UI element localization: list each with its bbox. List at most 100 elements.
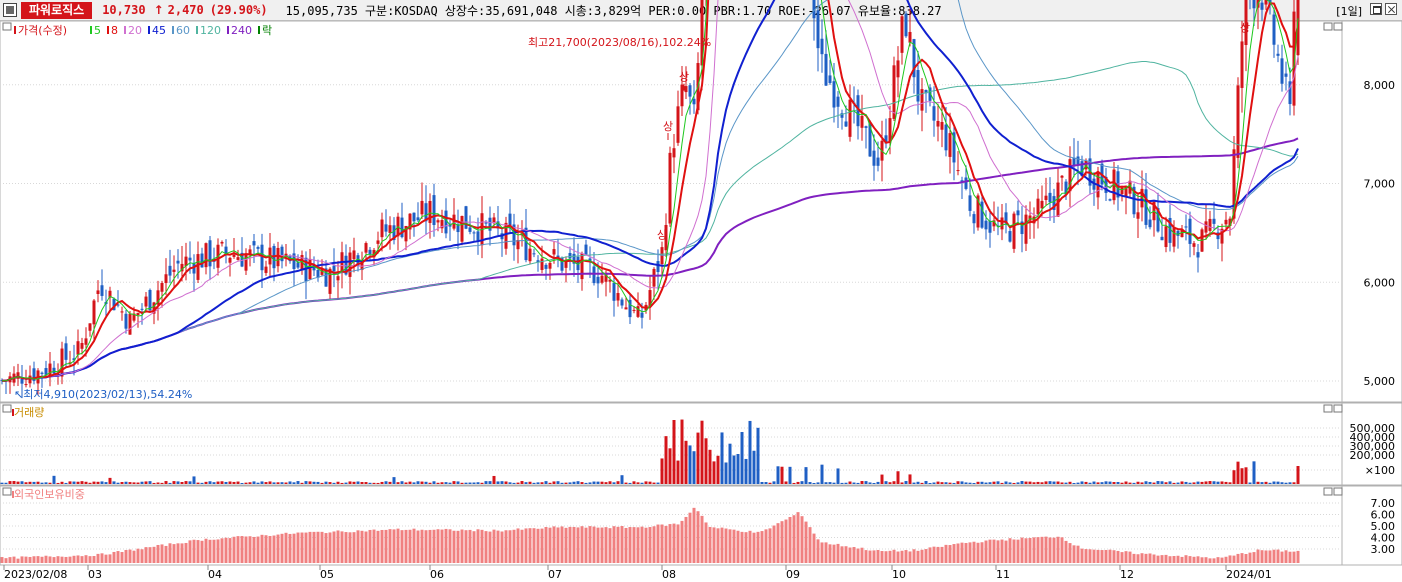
- volume-bar: [920, 482, 924, 484]
- volume-bar: [376, 482, 380, 484]
- volume-bar: [860, 481, 864, 484]
- volume-bar: [116, 482, 120, 484]
- window-menu-icon[interactable]: [3, 3, 17, 17]
- foreign-bar: [464, 530, 468, 563]
- candle-body: [864, 126, 868, 128]
- candle-body: [560, 257, 564, 271]
- candle-body: [208, 240, 212, 267]
- foreign-bar: [1116, 550, 1120, 563]
- volume-bar: [196, 482, 200, 484]
- candle-body: [24, 384, 28, 386]
- candle-body: [812, 0, 816, 19]
- period-selector[interactable]: [1일]: [1336, 5, 1362, 18]
- volume-bar: [432, 481, 436, 484]
- volume-bar: [344, 482, 348, 484]
- foreign-bar: [1296, 550, 1300, 563]
- foreign-bar: [772, 525, 776, 563]
- foreign-bar: [1280, 551, 1284, 563]
- maximize-icon[interactable]: [1370, 3, 1382, 15]
- foreign-bar: [1168, 556, 1172, 563]
- candle-body: [1004, 212, 1008, 224]
- candle-body: [1224, 219, 1228, 225]
- foreign-bar: [1248, 552, 1252, 563]
- candle-body: [176, 260, 180, 264]
- candle-body: [932, 106, 936, 121]
- candle-body: [100, 285, 104, 296]
- volume-bar: [0, 482, 4, 484]
- volume-bar: [184, 481, 188, 484]
- volume-bar: [252, 481, 256, 484]
- volume-bar: [1196, 481, 1200, 484]
- legend-label: 5: [94, 24, 101, 37]
- volume-bar: [1156, 481, 1160, 484]
- foreign-bar: [120, 552, 124, 563]
- foreign-bar: [180, 543, 184, 563]
- volume-bar: [676, 460, 680, 484]
- candle-body: [648, 290, 652, 307]
- candle-body: [628, 299, 632, 318]
- candle-body: [404, 225, 408, 242]
- candle-body: [1272, 14, 1276, 45]
- legend-swatch: [90, 26, 92, 34]
- volume-bar: [320, 482, 324, 484]
- foreign-bar: [320, 531, 324, 563]
- foreign-bar: [872, 550, 876, 563]
- volume-bar: [1148, 481, 1152, 484]
- foreign-bar: [304, 532, 308, 563]
- volume-bar: [180, 482, 184, 484]
- foreign-bar: [1156, 555, 1160, 563]
- foreign-bar: [656, 524, 660, 563]
- volume-bar: [572, 481, 576, 484]
- volume-bar: [1052, 481, 1056, 484]
- foreign-bar: [1032, 537, 1036, 563]
- candle-body: [536, 260, 540, 263]
- close-icon[interactable]: [1385, 3, 1397, 15]
- volume-bar: [1176, 482, 1180, 484]
- candle-body: [96, 290, 100, 294]
- candle-body: [1136, 212, 1140, 219]
- candle-body: [620, 299, 624, 306]
- foreign-bar: [428, 529, 432, 563]
- candle-body: [408, 213, 412, 230]
- volume-bar: [480, 482, 484, 484]
- volume-bar: [356, 481, 360, 484]
- candle-body: [1132, 186, 1136, 215]
- foreign-bar: [812, 533, 816, 563]
- foreign-bar: [276, 534, 280, 563]
- candle-body: [412, 212, 416, 222]
- stock-name[interactable]: 파워로직스: [21, 1, 93, 19]
- volume-bar: [112, 481, 116, 484]
- candle-body: [684, 86, 688, 93]
- x-tick-label: 06: [430, 568, 444, 581]
- foreign-bar: [72, 555, 76, 563]
- foreign-bar: [1132, 553, 1136, 563]
- volume-bar: [592, 481, 596, 484]
- candle-body: [1056, 182, 1060, 217]
- candle-body: [1160, 236, 1164, 241]
- foreign-bar: [32, 556, 36, 563]
- candle-body: [16, 372, 20, 379]
- legend-label: 120: [200, 24, 221, 37]
- candle-body: [160, 282, 164, 292]
- candle-body: [40, 372, 44, 374]
- foreign-bar: [260, 534, 264, 563]
- foreign-bar: [68, 556, 72, 563]
- candle-body: [528, 248, 532, 262]
- volume-bar: [952, 482, 956, 484]
- volume-bar: [1120, 482, 1124, 484]
- volume-bar: [620, 475, 624, 484]
- foreign-bar: [648, 527, 652, 563]
- candle-body: [824, 53, 828, 86]
- legend-label: 240: [231, 24, 252, 37]
- foreign-bar: [448, 529, 452, 563]
- volume-bar: [1088, 482, 1092, 484]
- candle-body: [124, 313, 128, 329]
- volume-bar: [1268, 482, 1272, 484]
- candle-body: [492, 217, 496, 224]
- volume-bar: [644, 481, 648, 484]
- candle-body: [488, 217, 492, 231]
- foreign-bar: [616, 526, 620, 563]
- volume-bar: [1224, 481, 1228, 484]
- foreign-legend: 외국인보유비중: [14, 488, 85, 501]
